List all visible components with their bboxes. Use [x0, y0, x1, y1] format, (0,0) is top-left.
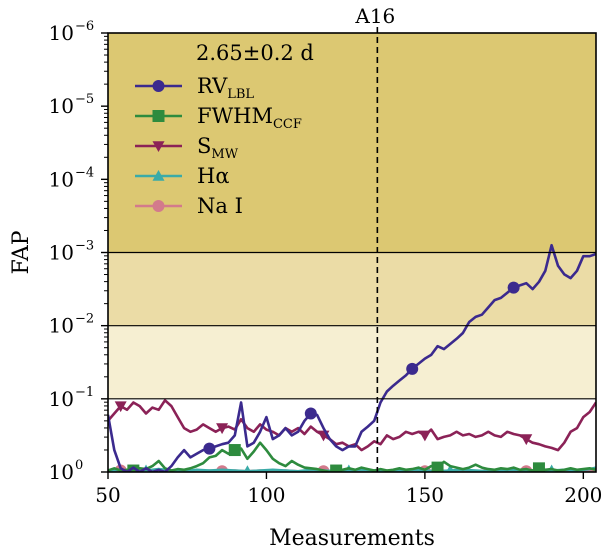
y-tick-exponent: −6 [75, 19, 94, 34]
legend-item-nai: Na I [135, 194, 243, 218]
y-tick-label: 10 [49, 167, 74, 191]
series-line-smw [108, 398, 596, 452]
legend-swatch-marker [152, 141, 165, 152]
x-tick-label: 200 [564, 483, 602, 507]
legend-label: Na I [197, 194, 243, 218]
fap-band-2 [108, 325, 596, 399]
legend-label-subscript: CCF [273, 117, 302, 132]
series-point-fwhm [532, 462, 545, 472]
series-point-smw [216, 423, 229, 435]
y-tick-exponent: −3 [75, 239, 94, 254]
y-tick-exponent: 0 [75, 458, 83, 473]
legend-item-rv: RVLBL [135, 74, 254, 102]
series-point-rv [406, 362, 419, 375]
legend-swatch-marker [152, 200, 165, 212]
legend-label-subscript: LBL [227, 87, 254, 102]
legend-swatch-marker [152, 170, 165, 181]
vertical-marker-label: A16 [354, 4, 395, 28]
y-tick-exponent: −2 [75, 312, 94, 327]
legend-label-subscript: MW [211, 147, 238, 162]
y-tick-label: 10 [49, 314, 74, 338]
legend-title: 2.65±0.2 d [196, 41, 314, 65]
x-tick-label: 50 [95, 483, 120, 507]
y-tick-exponent: −5 [75, 92, 94, 107]
legend-label: RVLBL [197, 74, 254, 102]
series-point-smw [114, 401, 127, 413]
fap-threshold-bands [108, 33, 596, 399]
y-tick-label: 10 [49, 94, 74, 118]
y-tick-label: 10 [49, 241, 74, 265]
series-point-smw [520, 434, 533, 446]
series-smw [108, 398, 596, 452]
series-point-ha [446, 464, 455, 472]
series-point-rv [304, 407, 317, 420]
y-tick-label: 10 [49, 460, 74, 484]
x-tick-label: 150 [406, 483, 444, 507]
series-point-ha [243, 465, 252, 472]
series-point-rv [507, 281, 520, 294]
fap-band-0 [108, 33, 596, 253]
fap-band-1 [108, 252, 596, 326]
series-line-fwhm [108, 441, 596, 472]
series-group [108, 243, 596, 472]
y-tick-label: 10 [49, 387, 74, 411]
series-point-fwhm [228, 444, 241, 457]
series-rv [108, 243, 596, 472]
y-tick-label: 10 [49, 21, 74, 45]
y-tick-exponent: −4 [75, 165, 94, 180]
series-fwhm [108, 441, 596, 472]
series-point-fwhm [330, 464, 343, 472]
x-axis-label: Measurements [269, 526, 435, 551]
y-tick-exponent: −1 [75, 385, 94, 400]
legend-swatch-marker [152, 80, 165, 92]
x-tick-label: 100 [247, 483, 285, 507]
series-point-smw [418, 430, 431, 442]
series-point-rv [203, 442, 216, 455]
y-axis-label: FAP [9, 230, 34, 274]
x-axis-ticks: 50 100 150 200 [95, 472, 602, 507]
series-point-fwhm [431, 461, 444, 472]
legend-swatch-marker [152, 110, 165, 122]
legend-label: Hα [197, 164, 230, 188]
legend-item-ha: Hα [135, 164, 230, 188]
threshold-lines [108, 251, 596, 400]
